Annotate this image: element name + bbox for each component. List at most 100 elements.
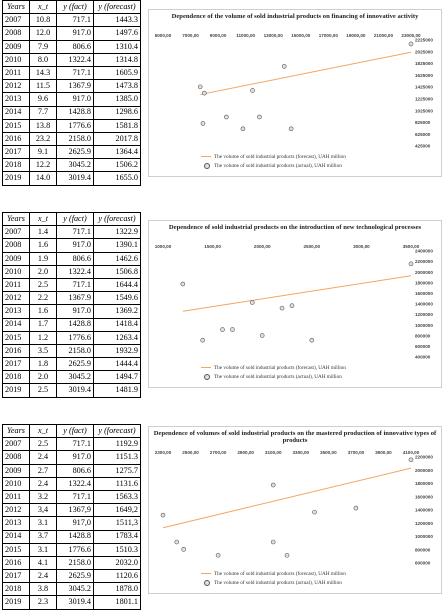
table-cell: 917.0 [56, 26, 94, 41]
actual-data-point [281, 64, 287, 69]
table-cell: 1322.4 [56, 52, 94, 67]
table-row: 2018 3.8 3045.2 1878.0 [2, 582, 141, 597]
x-tick-label: 9000,00 [210, 33, 227, 38]
table-cell: 1563.3 [93, 489, 141, 505]
table-row: 2012 3,4 1367,9 1649,2 [2, 503, 141, 518]
table-cell: 1367.9 [56, 79, 94, 94]
legend-forecast: The volume of sold industrial products (… [201, 571, 346, 577]
table-row: 2013 9.6 917.0 1385.0 [2, 92, 141, 107]
table-cell: 2.5 [29, 437, 57, 452]
table-cell: 2158.0 [56, 555, 94, 571]
table-cell: 1878.0 [93, 582, 141, 597]
actual-data-point [259, 333, 265, 338]
table-row: 2017 1.8 2625.9 1444.4 [2, 357, 141, 372]
table-cell: 1473.8 [93, 79, 141, 94]
table-cell: 1.2 [29, 330, 57, 345]
table-cell: 2.4 [29, 450, 57, 465]
table-cell: 2012 [2, 79, 30, 94]
table-cell: 2010 [2, 264, 30, 279]
y-tick-label: 600000 [415, 344, 431, 349]
legend-dot-swatch [204, 580, 210, 586]
table-cell: 806.6 [56, 463, 94, 478]
table-cell: 1510.3 [93, 542, 141, 557]
table-cell: 1.8 [29, 357, 57, 372]
actual-data-point [270, 539, 276, 545]
table-cell: 2.2 [29, 291, 57, 306]
x-tick-label: 3100,00 [265, 450, 282, 455]
column-header: y (forecast) [93, 0, 141, 15]
y-tick-label: 1425000 [415, 85, 433, 90]
forecast-trend-line [200, 51, 412, 96]
actual-data-point [270, 482, 276, 488]
chart-innovative-products-svg: 2300,00 2500,00 2700,00 2900,00 3100,00 3300,… [155, 450, 434, 566]
table-row: 2014 1.7 1428.8 1418.4 [2, 317, 141, 332]
y-tick-label: 2225000 [415, 38, 433, 43]
actual-data-point [408, 41, 414, 47]
table-cell: 3.1 [29, 516, 57, 531]
x-tick-label: 15000,00 [291, 33, 311, 38]
table-cell: 2014 [2, 105, 30, 120]
table-cell: 1322.4 [56, 476, 94, 491]
table-cell: 1131.6 [93, 476, 141, 491]
table-cell: 1932.9 [93, 343, 141, 359]
y-tick-label: 1000000 [415, 534, 433, 539]
table-cell: 1322.9 [93, 225, 141, 240]
x-tick-label: 2000,00 [254, 244, 271, 249]
actual-data-point [408, 261, 414, 267]
x-tick-label: 2500,00 [182, 450, 199, 455]
table-cell: 1322.4 [56, 264, 94, 279]
table-cell: 1428.8 [56, 529, 94, 544]
table-cell: 3019.4 [56, 383, 94, 398]
legend-actual: The volume of sold industrial products (… [201, 374, 342, 380]
table-cell: 2018 [2, 370, 30, 385]
table-row: 2016 3.5 2158.0 1932.9 [2, 343, 141, 359]
table-cell: 1120.6 [93, 569, 141, 584]
table-cell: 2013 [2, 516, 30, 531]
table-cell: 3045.2 [56, 370, 94, 385]
data-table-technological: Years x_t y (fact) y (forecast) 2007 1.4 717.1… [2, 211, 141, 398]
actual-data-point [249, 300, 255, 305]
table-cell: 806.6 [56, 39, 94, 54]
x-tick-label: 21000,00 [374, 33, 394, 38]
table-cell: 1481.9 [93, 383, 141, 398]
table-cell: 14.3 [29, 65, 57, 81]
y-tick-label: 1800000 [415, 481, 433, 486]
y-tick-label: 2000000 [415, 270, 433, 275]
data-table-innovative-products: Years x_t y (fact) y (forecast) 2007 2.5 717.1… [2, 423, 141, 610]
column-header: x_t [29, 423, 57, 439]
table-cell: 717.1 [56, 225, 94, 240]
legend-line-swatch [201, 156, 211, 158]
x-tick-label: 3500,00 [403, 244, 420, 249]
table-cell: 1390.1 [93, 238, 141, 253]
column-header: y (forecast) [93, 211, 141, 227]
table-cell: 13.8 [29, 118, 57, 133]
table-cell: 2008 [2, 450, 30, 465]
table-row: 2018 12.2 3045.2 1506.2 [2, 158, 141, 173]
y-tick-label: 1200000 [415, 521, 433, 526]
x-tick-label: 13000,00 [264, 33, 284, 38]
table-row: 2011 14.3 717.1 1605.9 [2, 65, 141, 81]
table-cell: 2017.8 [93, 131, 141, 147]
x-tick-label: 7000,00 [182, 33, 199, 38]
column-header: y (fact) [56, 211, 94, 227]
y-tick-label: 2200000 [415, 455, 433, 460]
table-cell: 2011 [2, 277, 30, 293]
actual-data-point [200, 121, 206, 126]
table-row: 2016 23.2 2158.0 2017.8 [2, 131, 141, 147]
table-cell: 2032.0 [93, 555, 141, 571]
y-tick-label: 400000 [415, 355, 431, 360]
table-cell: 2008 [2, 238, 30, 253]
table-cell: 7.7 [29, 105, 57, 120]
table-cell: 9.6 [29, 92, 57, 107]
table-cell: 23.2 [29, 131, 57, 147]
table-cell: 717.1 [56, 277, 94, 293]
table-cell: 2.7 [29, 463, 57, 478]
table-cell: 1.4 [29, 225, 57, 240]
table-cell: 1310.4 [93, 39, 141, 54]
table-row: 2016 4.1 2158.0 2032.0 [2, 555, 141, 571]
y-tick-label: 1600000 [415, 291, 433, 296]
actual-data-point [230, 327, 235, 332]
table-cell: 2011 [2, 489, 30, 505]
table-cell: 2158.0 [56, 343, 94, 359]
y-tick-label: 1200000 [415, 312, 433, 317]
